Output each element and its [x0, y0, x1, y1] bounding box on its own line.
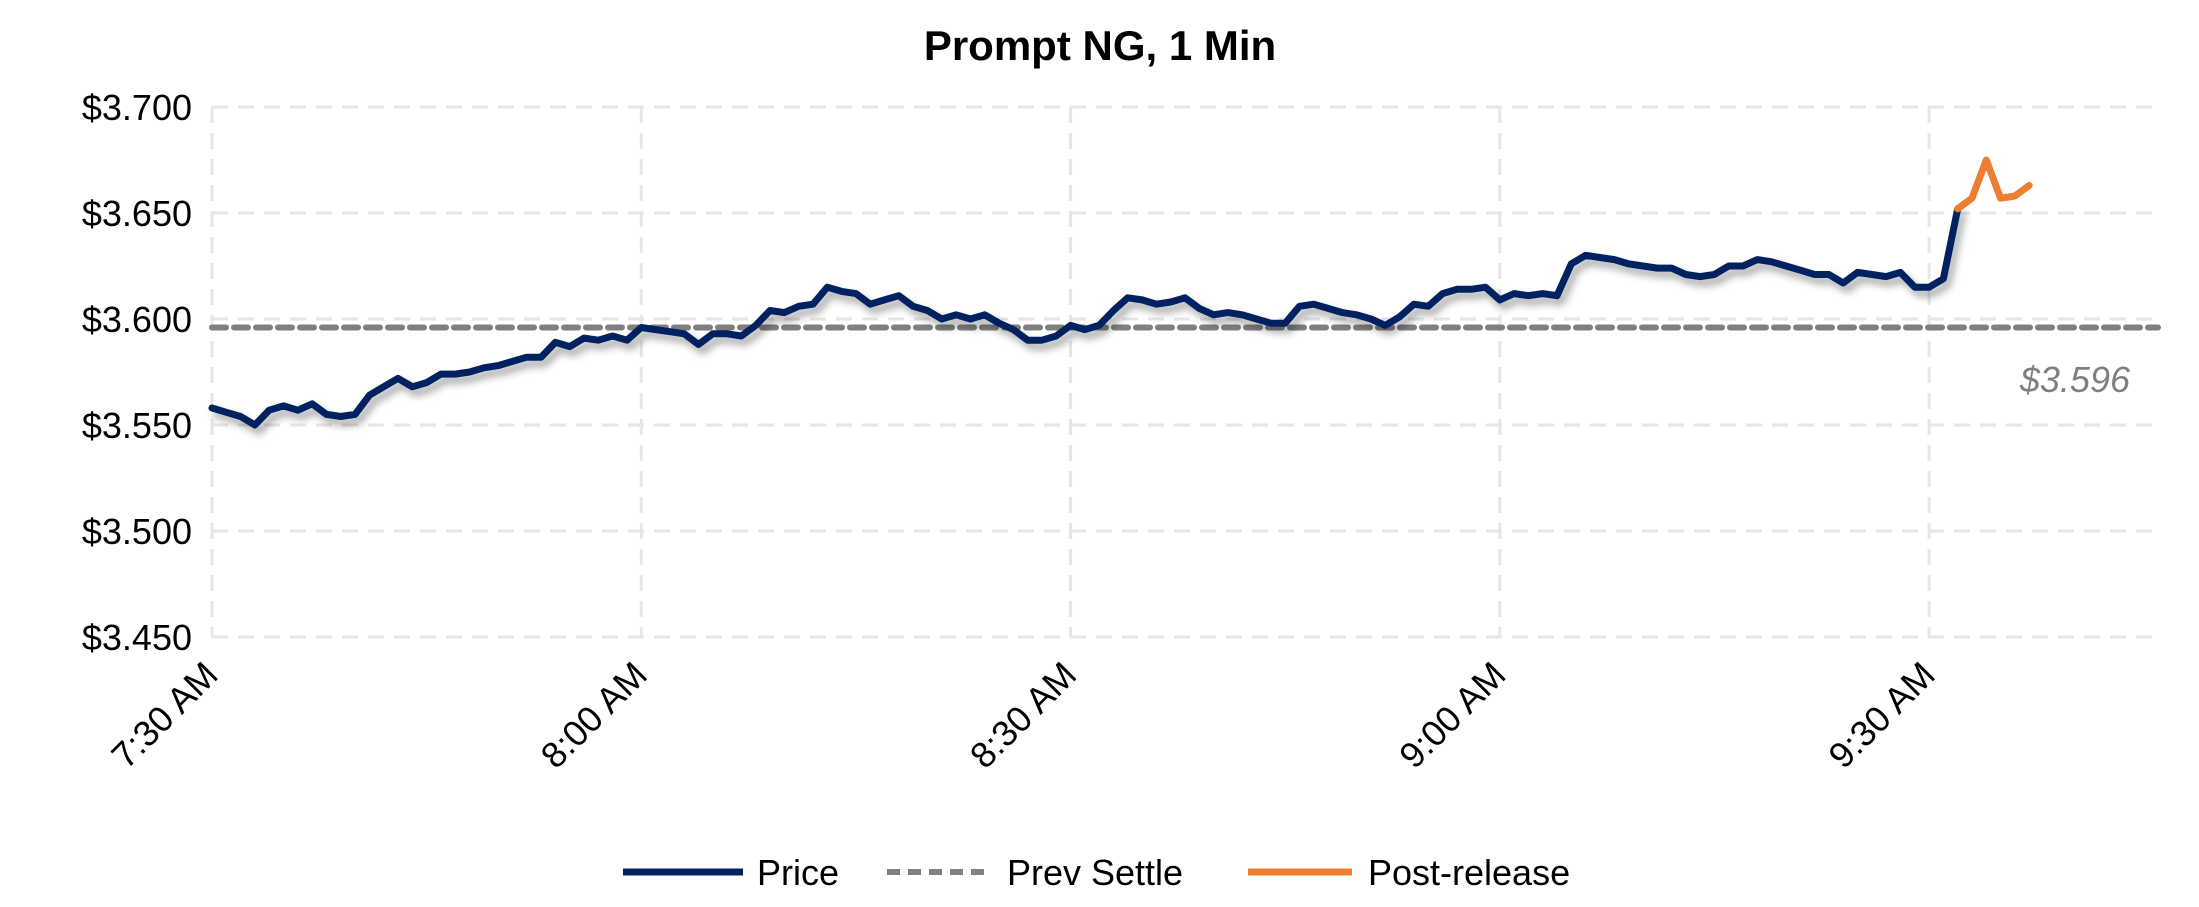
- y-tick-label: $3.600: [82, 299, 192, 340]
- x-tick-label: 8:30 AM: [962, 654, 1084, 776]
- legend-label-price: Price: [757, 852, 839, 893]
- x-axis-ticks: 7:30 AM 8:00 AM 8:30 AM 9:00 AM 9:30 AM: [103, 654, 1942, 776]
- y-tick-label: $3.650: [82, 193, 192, 234]
- y-tick-label: $3.700: [82, 87, 192, 128]
- prev-settle-label: $3.596: [2019, 359, 2131, 400]
- legend-label-prev-settle: Prev Settle: [1007, 852, 1183, 893]
- x-tick-label: 7:30 AM: [103, 654, 225, 776]
- post-release-line: [1954, 156, 2033, 213]
- y-axis-ticks: $3.700 $3.650 $3.600 $3.550 $3.500 $3.450: [82, 87, 192, 658]
- series-lines: [208, 156, 2161, 429]
- legend: Price Prev Settle Post-release: [623, 852, 1570, 893]
- legend-label-post-release: Post-release: [1368, 852, 1570, 893]
- x-tick-label: 9:00 AM: [1391, 654, 1513, 776]
- x-tick-label: 8:00 AM: [533, 654, 655, 776]
- gridlines: [210, 105, 2158, 639]
- x-tick-label: 9:30 AM: [1820, 654, 1942, 776]
- y-tick-label: $3.500: [82, 511, 192, 552]
- chart-title: Prompt NG, 1 Min: [924, 22, 1276, 69]
- y-tick-label: $3.450: [82, 617, 192, 658]
- y-tick-label: $3.550: [82, 405, 192, 446]
- price-line: [208, 205, 1962, 429]
